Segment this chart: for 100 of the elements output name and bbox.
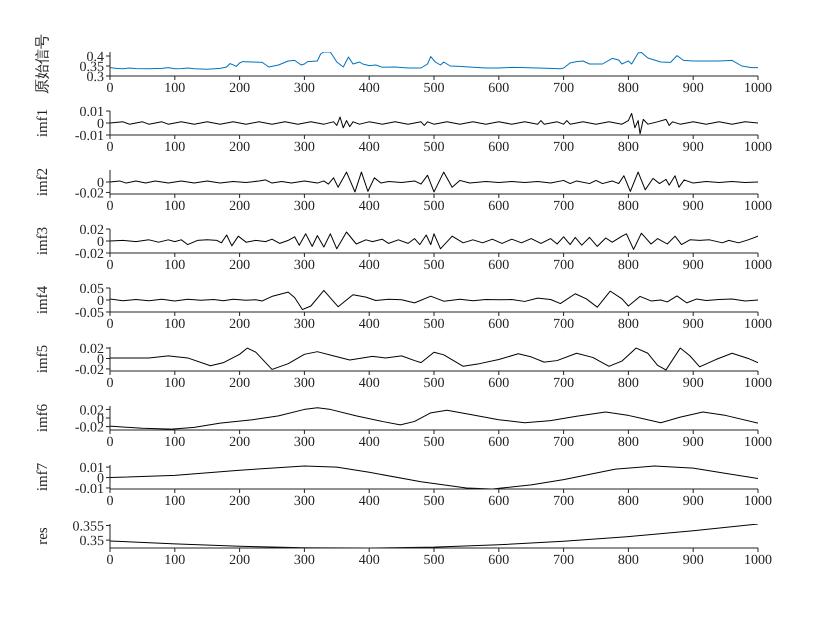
x-tick-label: 200 <box>229 258 250 273</box>
x-tick-label: 400 <box>358 494 380 509</box>
x-tick-label: 900 <box>682 258 704 273</box>
x-tick-label: 700 <box>553 494 574 509</box>
x-tick-label: 700 <box>553 316 574 332</box>
y-tick-label: -0.02 <box>74 420 104 436</box>
x-tick-label: 300 <box>294 552 315 568</box>
x-tick-label: 300 <box>294 316 315 332</box>
x-tick-label: 100 <box>164 494 186 509</box>
x-tick-label: 600 <box>488 80 510 96</box>
x-tick-label: 1000 <box>744 198 772 214</box>
line-series <box>110 52 758 70</box>
x-tick-label: 500 <box>424 552 444 568</box>
y-axis-title: imf4 <box>35 286 51 314</box>
y-axis-title: res <box>35 527 51 545</box>
x-tick-label: 600 <box>488 376 510 391</box>
x-tick-label: 600 <box>488 258 510 273</box>
x-tick-label: 200 <box>229 140 250 155</box>
y-axis-title: imf3 <box>35 226 51 256</box>
y-axis-title: imf2 <box>35 168 51 196</box>
x-tick-label: 300 <box>294 198 315 214</box>
x-tick-label: 200 <box>229 80 250 96</box>
x-tick-label: 900 <box>682 316 704 332</box>
x-tick-label: 900 <box>682 552 704 568</box>
x-tick-label: 300 <box>294 80 315 96</box>
x-tick-label: 800 <box>618 434 639 450</box>
x-tick-label: 500 <box>424 316 444 332</box>
x-tick-label: 800 <box>618 552 639 568</box>
x-tick-label: 700 <box>553 198 574 214</box>
x-tick-label: 0 <box>106 140 114 155</box>
y-tick-label: 0.355 <box>72 519 104 534</box>
x-tick-label: 1000 <box>744 376 772 391</box>
x-tick-label: 300 <box>294 434 315 450</box>
x-tick-label: 900 <box>682 198 704 214</box>
y-axis-title: imf5 <box>35 344 51 374</box>
x-tick-label: 300 <box>294 140 315 155</box>
x-tick-label: 300 <box>294 494 315 509</box>
x-tick-label: 0 <box>106 80 114 96</box>
x-tick-label: 900 <box>682 494 704 509</box>
x-tick-label: 200 <box>229 376 250 391</box>
line-series <box>110 232 758 250</box>
x-tick-label: 700 <box>553 434 574 450</box>
x-tick-label: 900 <box>682 140 704 155</box>
x-tick-label: 800 <box>618 140 639 155</box>
x-tick-label: 1000 <box>744 140 772 155</box>
y-axis-title: 原始信号 <box>35 34 51 94</box>
x-tick-label: 900 <box>682 434 704 450</box>
x-tick-label: 300 <box>294 258 315 273</box>
x-tick-label: 800 <box>618 258 639 273</box>
x-tick-label: 400 <box>358 258 380 273</box>
x-tick-label: 100 <box>164 198 186 214</box>
x-tick-label: 0 <box>106 434 114 450</box>
x-tick-label: 200 <box>229 552 250 568</box>
x-tick-label: 400 <box>358 376 380 391</box>
x-tick-label: 0 <box>106 316 114 332</box>
x-tick-label: 500 <box>424 494 444 509</box>
x-tick-label: 800 <box>618 376 639 391</box>
x-tick-label: 700 <box>553 376 574 391</box>
x-tick-label: 500 <box>424 198 444 214</box>
x-tick-label: 0 <box>106 376 114 391</box>
x-tick-label: 400 <box>358 434 380 450</box>
x-tick-label: 800 <box>618 80 639 96</box>
y-axis-title: imf6 <box>35 404 51 432</box>
x-tick-label: 100 <box>164 552 186 568</box>
x-tick-label: 300 <box>294 376 315 391</box>
x-tick-label: 1000 <box>744 434 772 450</box>
x-tick-label: 600 <box>488 140 510 155</box>
x-tick-label: 600 <box>488 434 510 450</box>
y-axis-title: imf1 <box>35 108 51 138</box>
y-axis-title: imf7 <box>35 462 51 492</box>
x-tick-label: 400 <box>358 316 380 332</box>
x-tick-label: 800 <box>618 494 639 509</box>
x-tick-label: 900 <box>682 80 704 96</box>
x-tick-label: 400 <box>358 80 380 96</box>
x-tick-label: 100 <box>164 316 186 332</box>
x-tick-label: 200 <box>229 434 250 450</box>
x-tick-label: 800 <box>618 198 639 214</box>
x-tick-label: 0 <box>106 198 114 214</box>
x-tick-label: 200 <box>229 316 250 332</box>
x-tick-label: 1000 <box>744 258 772 273</box>
x-tick-label: 500 <box>424 434 444 450</box>
x-tick-label: 200 <box>229 198 250 214</box>
x-tick-label: 500 <box>424 258 444 273</box>
x-tick-label: 600 <box>488 494 510 509</box>
x-tick-label: 1000 <box>744 552 772 568</box>
x-tick-label: 700 <box>553 552 574 568</box>
x-tick-label: 500 <box>424 80 444 96</box>
x-tick-label: 100 <box>164 434 186 450</box>
x-tick-label: 1000 <box>744 80 772 96</box>
x-tick-label: 0 <box>106 494 114 509</box>
x-tick-label: 700 <box>553 140 574 155</box>
x-tick-label: 400 <box>358 552 380 568</box>
x-tick-label: 0 <box>106 258 114 273</box>
x-tick-label: 700 <box>553 80 574 96</box>
x-tick-label: 800 <box>618 316 639 332</box>
x-tick-label: 400 <box>358 198 380 214</box>
x-tick-label: 600 <box>488 316 510 332</box>
x-tick-label: 400 <box>358 140 380 155</box>
x-tick-label: 100 <box>164 376 186 391</box>
x-tick-label: 0 <box>106 552 114 568</box>
